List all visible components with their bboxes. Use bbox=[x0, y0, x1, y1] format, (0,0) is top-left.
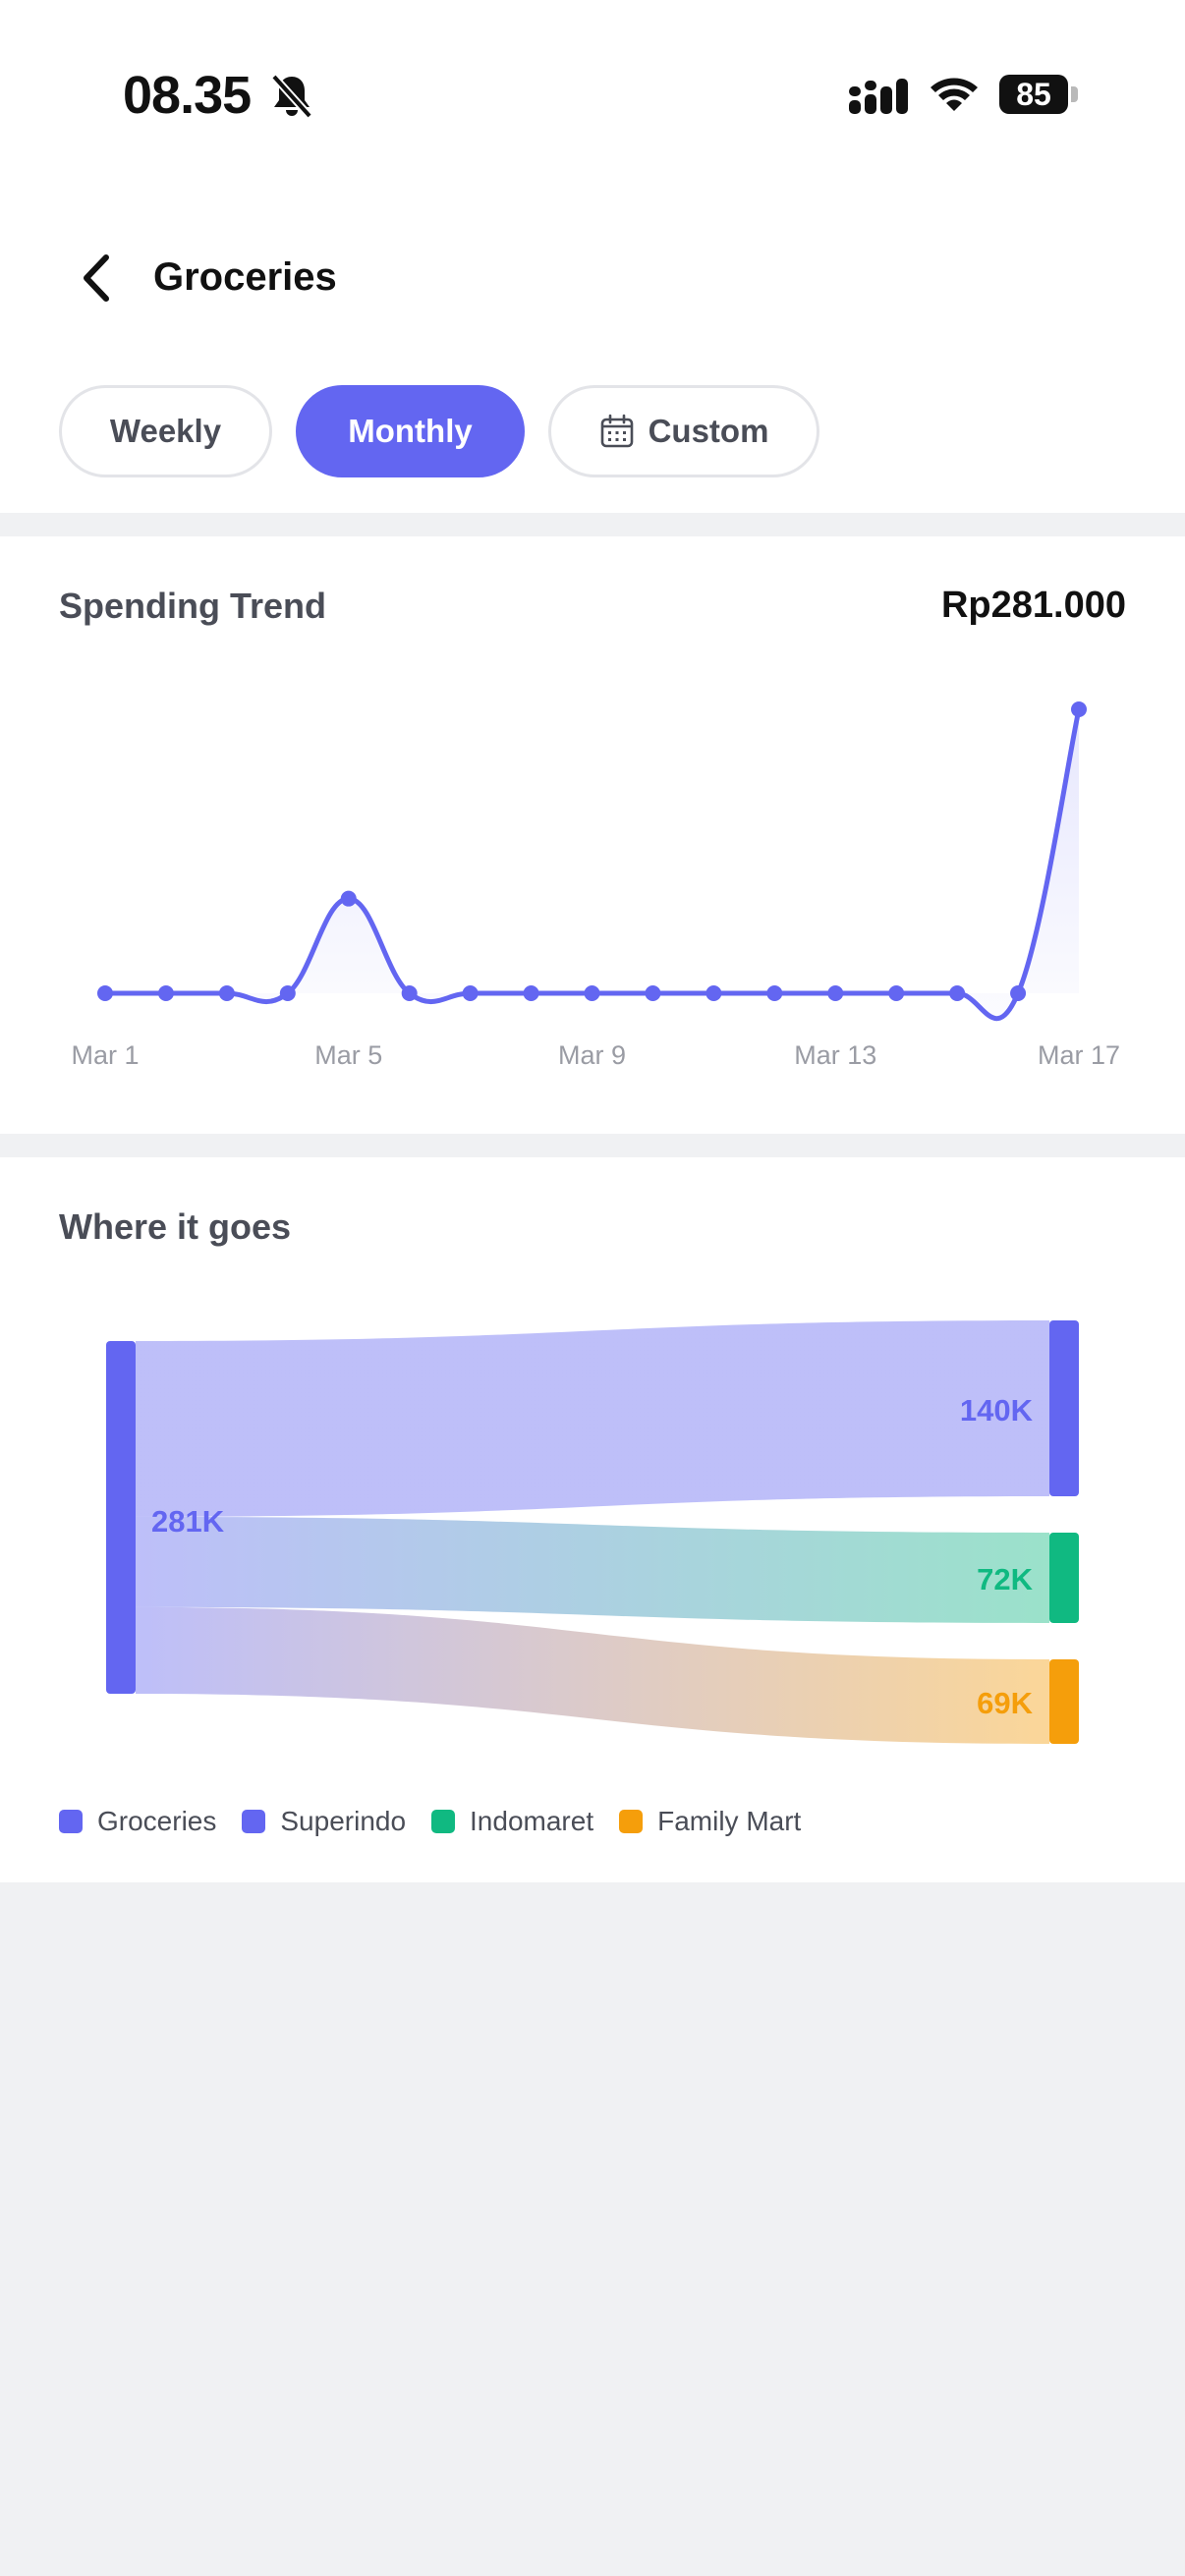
trend-point-mar-4[interactable] bbox=[279, 985, 296, 1001]
tab-weekly[interactable]: Weekly bbox=[59, 385, 272, 477]
target-node-superindo[interactable] bbox=[1049, 1320, 1079, 1496]
tab-monthly[interactable]: Monthly bbox=[296, 385, 525, 477]
legend-label: Groceries bbox=[97, 1806, 217, 1836]
spending-trend-chart bbox=[97, 701, 1087, 1022]
indomaret-value-label: 72K bbox=[977, 1562, 1033, 1596]
battery-tip bbox=[1071, 86, 1078, 102]
trend-point-mar-7[interactable] bbox=[462, 985, 479, 1001]
spending-trend-title: Spending Trend bbox=[59, 586, 327, 626]
legend-swatch bbox=[242, 1810, 266, 1833]
source-node-groceries[interactable] bbox=[106, 1341, 136, 1694]
target-node-indomaret[interactable] bbox=[1049, 1533, 1079, 1623]
flow-band-superindo[interactable] bbox=[136, 1320, 1049, 1517]
trend-point-mar-15[interactable] bbox=[949, 985, 966, 1001]
source-value-label: 281K bbox=[151, 1504, 225, 1539]
legend-item-groceries: Groceries bbox=[59, 1806, 216, 1837]
tab-weekly-label: Weekly bbox=[109, 413, 222, 449]
legend: Groceries Superindo Indomaret Family Mar… bbox=[59, 1804, 826, 1839]
familymart-value-label: 69K bbox=[977, 1686, 1033, 1720]
trend-point-mar-2[interactable] bbox=[157, 985, 174, 1001]
page-title: Groceries bbox=[153, 255, 337, 299]
legend-item-familymart: Family Mart bbox=[619, 1806, 801, 1837]
back-chevron-icon[interactable] bbox=[69, 246, 128, 310]
trend-point-mar-6[interactable] bbox=[401, 985, 418, 1001]
calendar-icon bbox=[600, 414, 633, 448]
legend-item-indomaret: Indomaret bbox=[431, 1806, 593, 1837]
trend-point-mar-11[interactable] bbox=[705, 985, 722, 1001]
signal-icon bbox=[849, 79, 908, 114]
trend-point-mar-13[interactable] bbox=[827, 985, 844, 1001]
x-tick-label: Mar 9 bbox=[557, 1040, 627, 1070]
header-section: 08.35 85 Groceries Weekly Monthly bbox=[0, 0, 1185, 513]
legend-label: Family Mart bbox=[657, 1806, 802, 1836]
trend-point-mar-10[interactable] bbox=[645, 985, 661, 1001]
flow-band-indomaret[interactable] bbox=[136, 1516, 1049, 1623]
flow-band-family-mart[interactable] bbox=[136, 1606, 1049, 1744]
trend-point-mar-9[interactable] bbox=[584, 985, 600, 1001]
status-time: 08.35 bbox=[123, 66, 252, 125]
wifi-icon bbox=[931, 78, 978, 111]
spending-trend-card: Spending Trend Rp281.000 Mar 1 Mar 5 Mar 9… bbox=[0, 536, 1185, 1134]
legend-swatch bbox=[59, 1810, 83, 1833]
x-tick-label: Mar 5 bbox=[314, 1040, 383, 1070]
trend-point-mar-14[interactable] bbox=[888, 985, 905, 1001]
trend-point-mar-8[interactable] bbox=[523, 985, 539, 1001]
bell-muted-icon bbox=[271, 74, 312, 119]
battery-indicator: 85 bbox=[999, 75, 1068, 114]
legend-label: Superindo bbox=[280, 1806, 407, 1836]
trend-point-mar-16[interactable] bbox=[1010, 985, 1027, 1001]
trend-point-mar-1[interactable] bbox=[97, 985, 113, 1001]
where-it-goes-title: Where it goes bbox=[59, 1206, 292, 1247]
legend-swatch bbox=[431, 1810, 456, 1833]
tab-custom[interactable]: Custom bbox=[548, 385, 819, 477]
target-node-family-mart[interactable] bbox=[1049, 1659, 1079, 1744]
legend-label: Indomaret bbox=[470, 1806, 594, 1836]
superindo-value-label: 140K bbox=[959, 1393, 1033, 1428]
legend-swatch bbox=[619, 1810, 644, 1833]
trend-point-mar-5[interactable] bbox=[340, 890, 357, 907]
tab-monthly-label: Monthly bbox=[348, 413, 473, 449]
x-tick-label: Mar 13 bbox=[794, 1040, 877, 1070]
x-tick-label: Mar 1 bbox=[71, 1040, 140, 1070]
trend-point-mar-12[interactable] bbox=[766, 985, 783, 1001]
tab-custom-label: Custom bbox=[648, 413, 769, 449]
x-tick-label: Mar 17 bbox=[1037, 1040, 1121, 1070]
legend-item-superindo: Superindo bbox=[242, 1806, 406, 1837]
spending-total: Rp281.000 bbox=[940, 585, 1126, 626]
trend-point-mar-17[interactable] bbox=[1071, 701, 1087, 717]
trend-area bbox=[105, 709, 1079, 1019]
trend-point-mar-3[interactable] bbox=[218, 985, 235, 1001]
